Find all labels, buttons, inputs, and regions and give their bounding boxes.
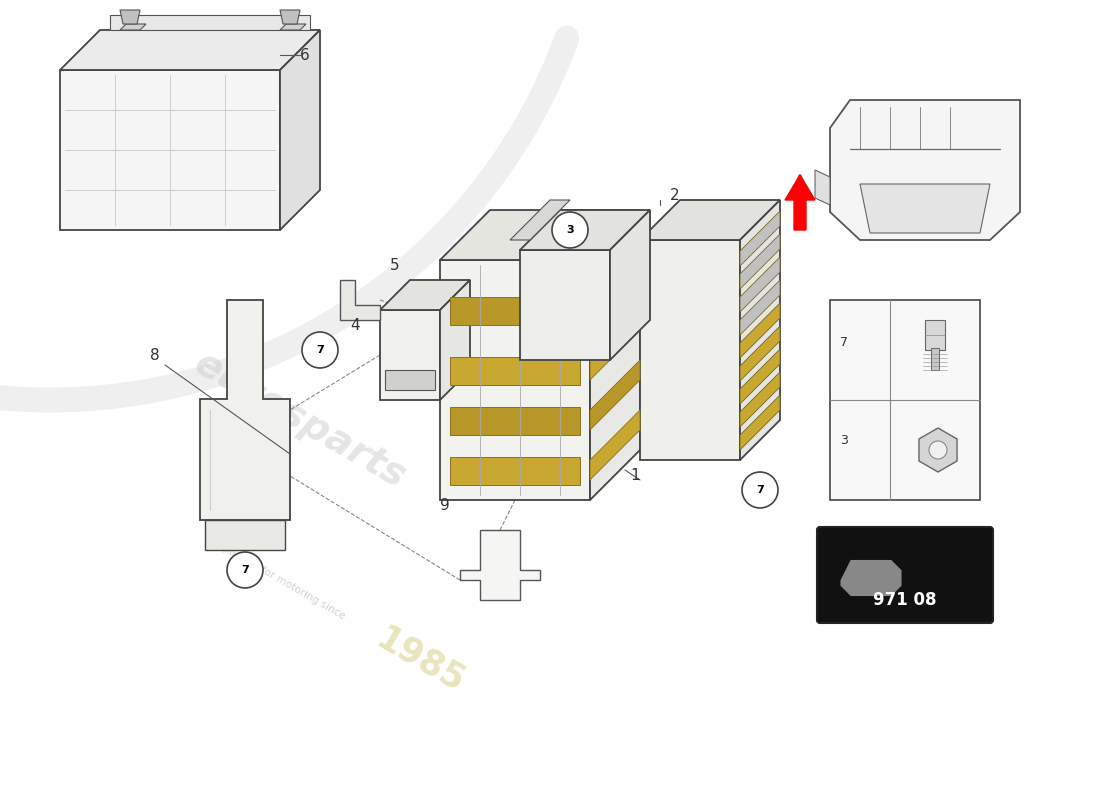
Polygon shape <box>450 407 580 435</box>
FancyBboxPatch shape <box>830 300 980 500</box>
Bar <box>925 320 945 350</box>
Polygon shape <box>120 24 146 30</box>
Polygon shape <box>740 211 780 266</box>
Text: 9: 9 <box>440 498 450 513</box>
Polygon shape <box>610 210 650 360</box>
FancyArrow shape <box>785 175 815 230</box>
Text: 7: 7 <box>756 485 763 495</box>
Polygon shape <box>440 210 640 260</box>
Polygon shape <box>590 310 640 380</box>
Polygon shape <box>460 530 540 600</box>
Polygon shape <box>520 210 650 250</box>
Polygon shape <box>379 280 470 310</box>
Polygon shape <box>740 395 780 450</box>
Polygon shape <box>510 200 570 240</box>
Text: 6: 6 <box>300 48 310 63</box>
Polygon shape <box>450 297 580 325</box>
Polygon shape <box>830 100 1020 240</box>
Polygon shape <box>740 280 780 335</box>
Circle shape <box>552 212 589 248</box>
Polygon shape <box>590 250 640 320</box>
Polygon shape <box>640 240 740 460</box>
Text: 1985: 1985 <box>370 621 470 699</box>
Polygon shape <box>200 300 290 520</box>
Text: 7: 7 <box>241 565 249 575</box>
Polygon shape <box>740 372 780 427</box>
Circle shape <box>302 332 338 368</box>
Bar <box>931 348 939 370</box>
Text: 2: 2 <box>670 188 680 203</box>
Polygon shape <box>379 310 440 400</box>
Polygon shape <box>60 70 280 230</box>
Polygon shape <box>740 234 780 289</box>
Polygon shape <box>385 370 435 390</box>
Polygon shape <box>740 200 780 460</box>
Polygon shape <box>120 10 140 24</box>
Polygon shape <box>918 428 957 472</box>
Text: 5: 5 <box>390 258 399 273</box>
Text: a passion for motoring since: a passion for motoring since <box>213 538 346 622</box>
Polygon shape <box>842 561 901 595</box>
Polygon shape <box>860 184 990 233</box>
Polygon shape <box>520 250 610 360</box>
Text: 7: 7 <box>840 336 848 349</box>
Text: 3: 3 <box>566 225 574 235</box>
Polygon shape <box>205 520 285 550</box>
Polygon shape <box>280 24 306 30</box>
Polygon shape <box>740 326 780 381</box>
Polygon shape <box>450 457 580 485</box>
Circle shape <box>930 441 947 459</box>
Text: 4: 4 <box>350 318 360 333</box>
Polygon shape <box>590 360 640 430</box>
Circle shape <box>742 472 778 508</box>
Text: 1: 1 <box>630 468 639 483</box>
Polygon shape <box>110 15 310 30</box>
FancyBboxPatch shape <box>817 527 993 623</box>
Text: 3: 3 <box>840 434 848 447</box>
Polygon shape <box>740 303 780 358</box>
Text: 8: 8 <box>150 348 160 363</box>
Polygon shape <box>440 280 470 400</box>
Text: eurosparts: eurosparts <box>187 344 412 496</box>
Polygon shape <box>590 410 640 480</box>
Polygon shape <box>815 170 830 205</box>
Polygon shape <box>280 30 320 230</box>
Polygon shape <box>440 260 590 500</box>
Text: 7: 7 <box>316 345 323 355</box>
Text: 971 08: 971 08 <box>873 591 937 610</box>
Polygon shape <box>60 30 320 70</box>
Polygon shape <box>450 357 580 385</box>
Circle shape <box>227 552 263 588</box>
Polygon shape <box>590 210 640 500</box>
Polygon shape <box>740 257 780 312</box>
Polygon shape <box>740 349 780 404</box>
Polygon shape <box>340 280 379 320</box>
Polygon shape <box>640 200 780 240</box>
Polygon shape <box>280 10 300 24</box>
